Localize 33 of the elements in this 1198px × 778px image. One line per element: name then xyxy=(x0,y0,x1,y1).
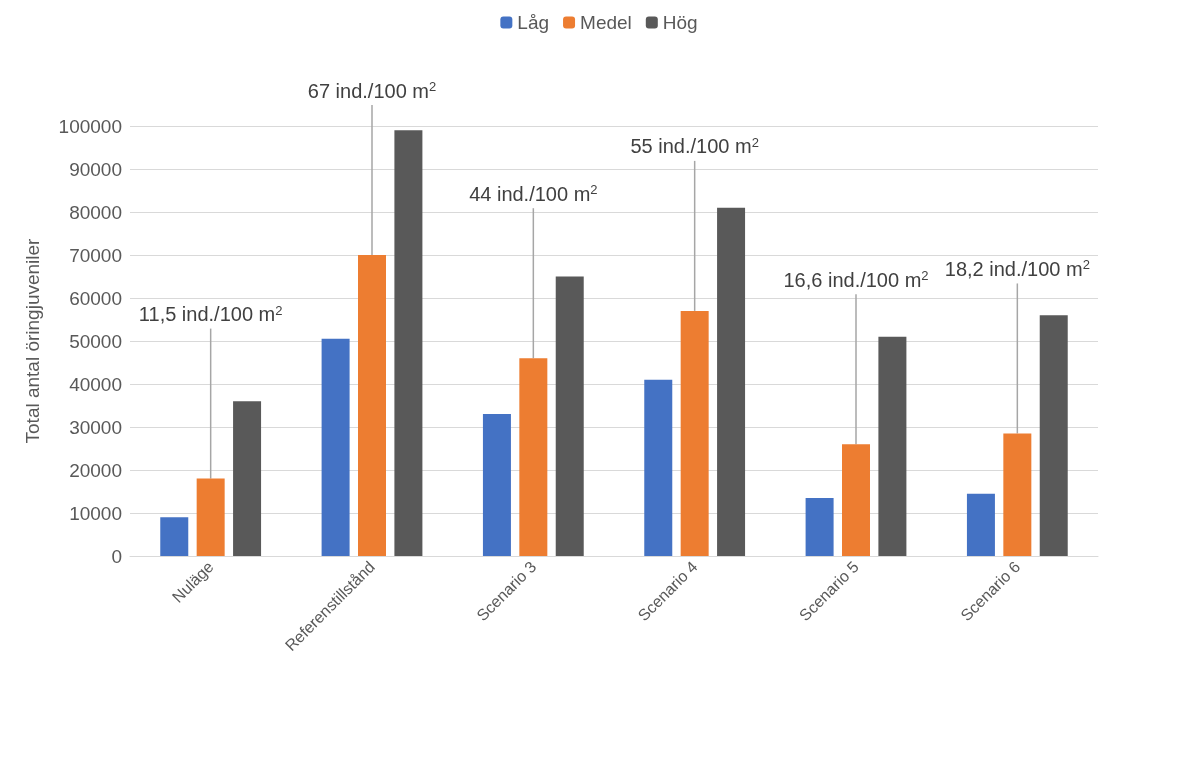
y-tick-label: 0 xyxy=(111,545,122,567)
legend-label: Medel xyxy=(580,12,632,33)
bar xyxy=(358,255,386,556)
y-tick-label: 60000 xyxy=(69,287,122,309)
bar xyxy=(680,310,709,556)
bar xyxy=(966,493,995,556)
bar xyxy=(196,478,225,556)
bar xyxy=(394,130,423,556)
bar xyxy=(805,497,834,556)
bar xyxy=(555,276,584,556)
bar xyxy=(644,379,673,556)
bar xyxy=(842,444,870,556)
y-tick-label: 100000 xyxy=(58,115,122,137)
bar xyxy=(1003,433,1032,556)
bar xyxy=(160,517,189,556)
y-axis-title: Total antal öringjuveniler xyxy=(22,237,43,444)
y-tick-label: 50000 xyxy=(69,330,122,352)
y-tick-label: 70000 xyxy=(69,244,122,266)
bar xyxy=(321,338,350,556)
y-tick-label: 80000 xyxy=(69,201,122,223)
bar xyxy=(717,207,746,556)
legend-label: Hög xyxy=(662,12,698,33)
bar xyxy=(878,336,907,556)
y-tick-label: 90000 xyxy=(69,158,122,180)
bar xyxy=(482,414,511,556)
bar xyxy=(1039,315,1068,556)
bar xyxy=(233,401,262,556)
y-tick-label: 10000 xyxy=(69,502,122,524)
y-tick-label: 20000 xyxy=(69,459,122,481)
legend-label: Låg xyxy=(517,12,550,33)
y-tick-label: 40000 xyxy=(69,373,122,395)
bar xyxy=(519,358,548,556)
y-tick-label: 30000 xyxy=(69,416,122,438)
